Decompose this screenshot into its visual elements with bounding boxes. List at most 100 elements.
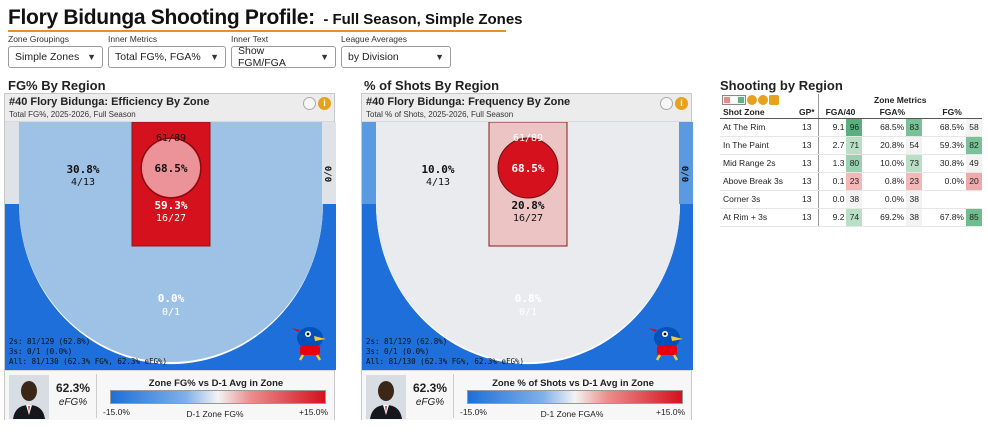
efficiency-panel-header: #40 Flory Bidunga: Efficiency By Zone To…	[5, 94, 334, 122]
toggle-option-icon[interactable]	[758, 95, 768, 105]
row-fg-pct-percentile: 58	[966, 118, 982, 137]
row-gp: 13	[796, 172, 818, 191]
row-zone: At Rim + 3s	[720, 208, 796, 227]
row-fga40-percentile: 23	[846, 172, 863, 191]
league-averages-value: by Division	[348, 51, 399, 63]
title-underline	[8, 30, 506, 32]
table-row[interactable]: At The Rim 13 9.1 96 68.5% 83 68.5% 58	[720, 118, 982, 137]
inner-metrics-value: Total FG%, FGA%	[115, 51, 201, 63]
column-header-gp[interactable]: GP*	[796, 106, 818, 119]
row-fga-pct-percentile: 38	[906, 208, 923, 227]
info-icon[interactable]: i	[675, 97, 688, 110]
paint-pct-label: 20.8%	[511, 199, 544, 212]
row-fg-pct-percentile: 82	[966, 136, 982, 155]
corner-right-label: 0/0	[322, 166, 332, 182]
row-fga40-percentile: 96	[846, 118, 863, 137]
kansas-jayhawk-logo	[649, 327, 683, 361]
toggle-option-icon[interactable]	[747, 95, 757, 105]
corner-right-label: 0/0	[679, 166, 689, 182]
three-fgm-label: 0/1	[162, 307, 180, 318]
inner-text-label: Inner Text	[231, 34, 269, 44]
zone-corner-left	[362, 122, 376, 204]
zone-groupings-control: Zone Groupings Simple Zones ▼	[8, 34, 103, 68]
row-fga-pct: 69.2%	[862, 208, 907, 227]
row-fg-pct: 59.3%	[922, 136, 966, 155]
efficiency-panel-subtitle: Total FG%, 2025-2026, Full Season	[9, 110, 136, 119]
league-averages-select[interactable]: by Division ▼	[341, 46, 451, 68]
column-header-fg-pct[interactable]: FG%	[922, 106, 982, 119]
legend-max-label: +15.0%	[299, 407, 329, 417]
summary-all: All: 81/130 (62.3% FG%, 62.3% eFG%)	[9, 357, 167, 366]
column-header-fga40[interactable]: FGA/40	[817, 106, 863, 119]
row-zone: At The Rim	[720, 118, 796, 137]
toggle-circle-button[interactable]	[303, 97, 316, 110]
legend-min-label: -15.0%	[460, 407, 487, 417]
legend-mid-label: D-1 Zone FGA%	[540, 409, 604, 419]
paint-pct-label: 59.3%	[154, 199, 187, 212]
rim-pct-label: 68.5%	[511, 162, 544, 175]
row-gp: 13	[796, 190, 818, 209]
row-fga-pct: 20.8%	[862, 136, 907, 155]
frequency-panel: #40 Flory Bidunga: Frequency By Zone Tot…	[361, 93, 693, 420]
footer-divider	[96, 374, 97, 418]
toggle-circle-button[interactable]	[660, 97, 673, 110]
table-row[interactable]: Corner 3s 13 0.0 38 0.0% 38	[720, 190, 982, 209]
inner-text-select[interactable]: Show FGM/FGA ▼	[231, 45, 336, 69]
zone-groupings-select[interactable]: Simple Zones ▼	[8, 46, 103, 68]
title-main: Flory Bidunga Shooting Profile:	[8, 6, 315, 29]
column-header-shot-zone[interactable]: Shot Zone	[720, 106, 796, 119]
table-section-heading: Shooting by Region	[720, 78, 843, 93]
page-title: Flory Bidunga Shooting Profile: - Full S…	[8, 6, 523, 32]
frequency-panel-header: #40 Flory Bidunga: Frequency By Zone Tot…	[362, 94, 691, 122]
efg-value: 62.3%	[55, 381, 91, 395]
row-fg-pct: 0.0%	[922, 172, 966, 191]
summary-2s: 2s: 81/129 (62.8%)	[9, 337, 90, 346]
rim-pct-label: 68.5%	[154, 162, 187, 175]
inner-text-value: Show FGM/FGA	[238, 45, 286, 69]
table-toolbar	[720, 94, 818, 106]
frequency-court: 61/89 68.5% 20.8% 16/27 10.0% 4/13 0/0 0…	[362, 122, 693, 370]
table-row[interactable]: Mid Range 2s 13 1.3 80 10.0% 73 30.8% 49	[720, 154, 982, 173]
row-fg-pct-percentile: 49	[966, 154, 982, 173]
three-pct-label: 0.8%	[515, 292, 542, 305]
efg-value: 62.3%	[412, 381, 448, 395]
row-fga-pct-percentile: 38	[906, 190, 923, 209]
row-fga-pct: 10.0%	[862, 154, 907, 173]
info-icon[interactable]: i	[318, 97, 331, 110]
rim-fgm-label: 61/89	[513, 133, 543, 144]
row-fg-pct: 68.5%	[922, 118, 966, 137]
row-zone: Mid Range 2s	[720, 154, 796, 173]
download-icon[interactable]	[769, 95, 779, 105]
efficiency-section-heading: FG% By Region	[8, 78, 106, 93]
shooting-table-container: Zone Metrics Shot Zone GP* FGA/40 FGA% F…	[720, 94, 982, 227]
row-fga-pct-percentile: 23	[906, 172, 923, 191]
shooting-by-region-table: Zone Metrics Shot Zone GP* FGA/40 FGA% F…	[720, 94, 982, 227]
rim-highlight	[142, 139, 200, 197]
rim-fgm-label: 61/89	[156, 133, 186, 144]
table-row[interactable]: At Rim + 3s 13 9.2 74 69.2% 38 67.8% 85	[720, 208, 982, 227]
table-row[interactable]: Above Break 3s 13 0.1 23 0.8% 23 0.0% 20	[720, 172, 982, 191]
color-scale-icon[interactable]	[722, 95, 746, 105]
inner-metrics-label: Inner Metrics	[108, 34, 158, 44]
row-fga-pct-percentile: 54	[906, 136, 923, 155]
table-group-header-row: Zone Metrics	[720, 94, 982, 106]
inner-text-control: Inner Text Show FGM/FGA ▼	[231, 34, 336, 69]
table-row[interactable]: In The Paint 13 2.7 71 20.8% 54 59.3% 82	[720, 136, 982, 155]
row-fg-pct	[922, 190, 966, 209]
row-fga40-percentile: 74	[846, 208, 863, 227]
mid-fgm-label: 4/13	[426, 177, 450, 188]
table-column-header-row: Shot Zone GP* FGA/40 FGA% FG%	[720, 106, 982, 119]
mid-pct-label: 10.0%	[421, 163, 454, 176]
frequency-section-heading: % of Shots By Region	[364, 78, 500, 93]
inner-metrics-select[interactable]: Total FG%, FGA% ▼	[108, 46, 226, 68]
three-fgm-label: 0/1	[519, 307, 537, 318]
filter-controls: Zone Groupings Simple Zones ▼ Inner Metri…	[8, 34, 451, 69]
column-header-fga-pct[interactable]: FGA%	[862, 106, 923, 119]
row-fga40: 9.2	[817, 208, 847, 227]
efficiency-panel-title: #40 Flory Bidunga: Efficiency By Zone	[9, 96, 210, 108]
row-gp: 13	[796, 154, 818, 173]
zone-metrics-header: Zone Metrics	[817, 94, 982, 106]
row-fg-pct-percentile	[966, 190, 982, 209]
row-fga40: 2.7	[817, 136, 847, 155]
row-gp: 13	[796, 118, 818, 137]
